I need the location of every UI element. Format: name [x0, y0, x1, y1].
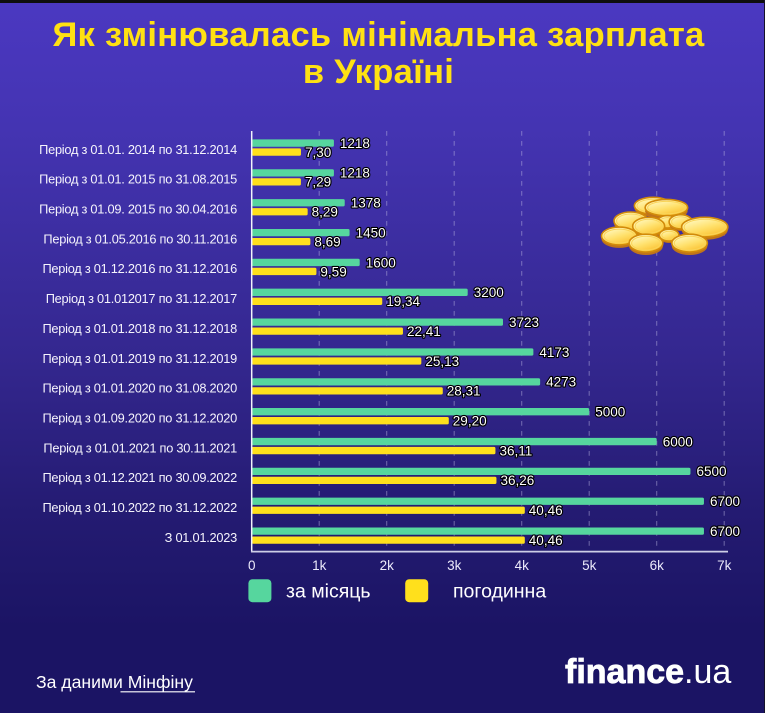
svg-text:40,46: 40,46: [529, 533, 563, 548]
svg-text:Період з 01.12.2016 по 31.12.2: Період з 01.12.2016 по 31.12.2016: [42, 261, 237, 276]
svg-text:4273: 4273: [546, 375, 576, 390]
svg-text:28,31: 28,31: [447, 384, 481, 399]
svg-text:6000: 6000: [663, 434, 693, 449]
svg-text:Період з 01.05.2016 по 30.11.2: Період з 01.05.2016 по 30.11.2016: [43, 231, 237, 246]
svg-text:Період з 01.01.2021 по 30.11.2: Період з 01.01.2021 по 30.11.2021: [43, 440, 237, 455]
svg-text:Період з 01.10.2022 по 31.12.2: Період з 01.10.2022 по 31.12.2022: [42, 500, 237, 515]
svg-text:36,26: 36,26: [500, 473, 534, 488]
svg-text:3723: 3723: [509, 315, 539, 330]
svg-text:29,20: 29,20: [453, 414, 487, 429]
svg-text:1600: 1600: [366, 255, 396, 270]
svg-text:Період з 01.01.2020 по 31.08.2: Період з 01.01.2020 по 31.08.2020: [42, 381, 237, 396]
svg-text:finance.ua: finance.ua: [565, 653, 731, 691]
svg-text:7,29: 7,29: [305, 175, 331, 190]
svg-text:6500: 6500: [696, 464, 726, 479]
svg-text:Період з 01.012017 по 31.12.20: Період з 01.012017 по 31.12.2017: [46, 291, 237, 306]
svg-text:Період з 01.12.2021 по 30.09.2: Період з 01.12.2021 по 30.09.2022: [42, 470, 237, 485]
svg-text:7,30: 7,30: [305, 145, 331, 160]
svg-text:7k: 7k: [717, 558, 732, 573]
svg-text:36,11: 36,11: [499, 443, 532, 458]
svg-text:19,34: 19,34: [386, 294, 420, 309]
svg-text:За даними Мінфіну: За даними Мінфіну: [36, 672, 193, 692]
svg-text:Період з 01.09. 2015 по 30.04.: Період з 01.09. 2015 по 30.04.2016: [39, 202, 237, 217]
svg-text:25,13: 25,13: [425, 354, 459, 369]
svg-text:8,29: 8,29: [312, 205, 338, 220]
svg-text:6700: 6700: [710, 494, 740, 509]
svg-text:1218: 1218: [340, 166, 370, 181]
svg-text:3200: 3200: [474, 285, 504, 300]
svg-text:Період з 01.09.2020 по 31.12.2: Період з 01.09.2020 по 31.12.2020: [42, 410, 237, 425]
svg-text:Період з 01.01.2019 по 31.12.2: Період з 01.01.2019 по 31.12.2019: [42, 351, 237, 366]
svg-text:5k: 5k: [582, 558, 597, 573]
svg-text:6k: 6k: [650, 558, 665, 573]
svg-text:за місяць: за місяць: [286, 581, 371, 603]
svg-text:Період з 01.01. 2015 по 31.08.: Період з 01.01. 2015 по 31.08.2015: [39, 172, 237, 187]
svg-text:0: 0: [248, 558, 256, 573]
svg-text:4k: 4k: [515, 558, 530, 573]
svg-text:9,59: 9,59: [320, 264, 346, 279]
svg-text:40,46: 40,46: [529, 503, 563, 518]
svg-text:1k: 1k: [312, 558, 327, 573]
svg-text:1378: 1378: [351, 196, 381, 211]
svg-text:1450: 1450: [356, 225, 386, 240]
svg-text:З 01.01.2023: З 01.01.2023: [165, 530, 237, 545]
svg-text:Період з 01.01. 2014 по 31.12.: Період з 01.01. 2014 по 31.12.2014: [39, 142, 237, 157]
svg-text:5000: 5000: [595, 405, 625, 420]
svg-text:4173: 4173: [539, 345, 569, 360]
svg-text:Період з 01.01.2018 по 31.12.2: Період з 01.01.2018 по 31.12.2018: [42, 321, 237, 336]
svg-text:6700: 6700: [710, 524, 740, 539]
svg-text:2k: 2k: [380, 558, 395, 573]
svg-text:погодинна: погодинна: [453, 581, 546, 603]
svg-text:8,69: 8,69: [314, 234, 340, 249]
svg-text:1218: 1218: [340, 136, 370, 151]
svg-text:22,41: 22,41: [407, 324, 441, 339]
svg-text:3k: 3k: [447, 558, 462, 573]
